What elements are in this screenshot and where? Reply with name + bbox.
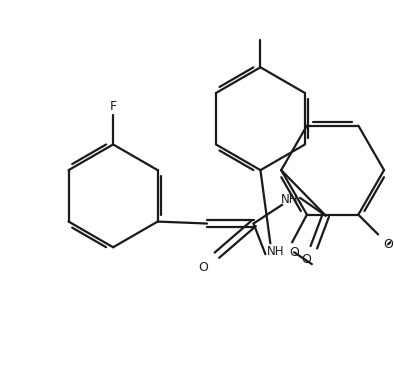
Text: F: F: [110, 100, 117, 113]
Text: O: O: [301, 253, 311, 266]
Text: O: O: [289, 246, 299, 259]
Text: O: O: [383, 238, 393, 251]
Text: NH: NH: [281, 193, 299, 206]
Text: NH: NH: [266, 245, 284, 258]
Text: O: O: [198, 261, 208, 273]
